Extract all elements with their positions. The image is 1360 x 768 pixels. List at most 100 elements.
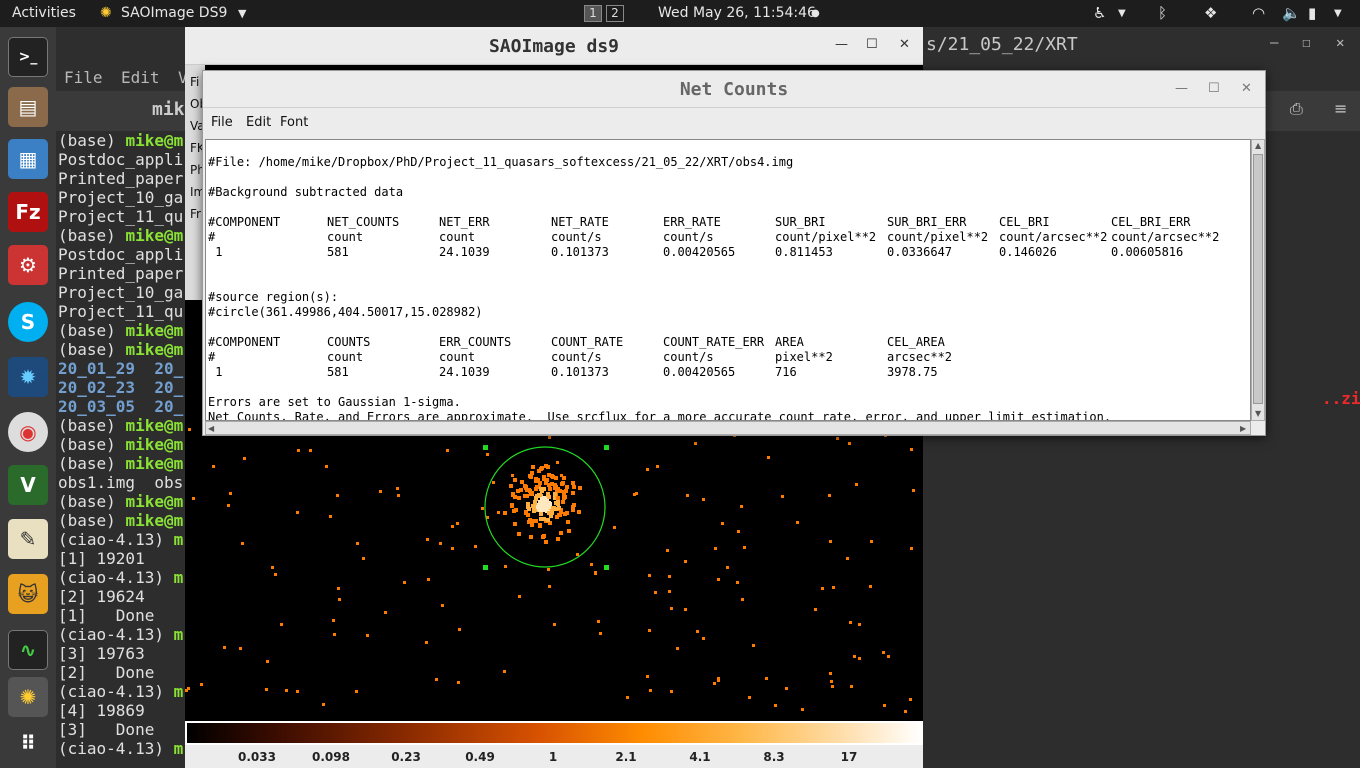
activities-button[interactable]: Activities xyxy=(12,5,76,21)
terminal-dir: 20_01_29 20_ xyxy=(58,359,184,378)
scroll-up-arrow-icon[interactable]: ▲ xyxy=(1255,141,1262,150)
cat-app-launcher-icon[interactable]: 😺 xyxy=(8,574,48,614)
system-monitor-launcher-icon[interactable]: ∿ xyxy=(8,630,48,670)
net-counts-horizontal-scrollbar[interactable]: ◀ ▶ xyxy=(205,421,1251,435)
net-counts-text-area[interactable]: #File: /home/mike/Dropbox/PhD/Project_11… xyxy=(205,139,1251,421)
table-cell: ERR_RATE xyxy=(663,215,721,229)
source-photon-event xyxy=(565,511,569,515)
photon-event xyxy=(740,505,743,508)
filezilla-launcher-icon[interactable]: Fz xyxy=(8,192,48,232)
workspace-1-button[interactable]: 1 xyxy=(584,5,602,22)
terminal-prompt: (base) xyxy=(58,435,126,454)
photon-event xyxy=(309,449,312,452)
region-handle-tl[interactable] xyxy=(483,445,488,450)
show-apps-grid-icon[interactable]: ⠿ xyxy=(20,731,36,755)
region-handle-br[interactable] xyxy=(604,565,609,570)
accessibility-chevron-icon[interactable]: ▼ xyxy=(1118,8,1126,19)
photon-event xyxy=(649,689,652,692)
terminal-prompt: (ciao-4.13) xyxy=(58,530,174,549)
source-photon-event xyxy=(551,475,555,479)
ds9-info-label-image: Im xyxy=(190,185,206,199)
terminal-menu-file[interactable]: File xyxy=(64,68,103,87)
background-line: #Background subtracted data xyxy=(208,185,404,199)
vertical-scroll-thumb[interactable] xyxy=(1253,154,1263,404)
ds9-active-launcher-icon[interactable]: ✺ xyxy=(8,677,48,717)
workspace-2-button[interactable]: 2 xyxy=(606,5,624,22)
photon-event xyxy=(384,611,387,614)
terminal-line: (base) mike@m xyxy=(58,454,186,473)
net-counts-window[interactable]: Net Counts — ☐ ✕ File Edit Font #File: /… xyxy=(202,70,1266,436)
terminal-dir: 20_02_23 20_ xyxy=(58,378,184,397)
source-photon-event xyxy=(524,494,528,498)
photon-event xyxy=(274,573,277,576)
source-photon-event xyxy=(547,511,551,515)
system-menu-chevron-icon[interactable]: ▼ xyxy=(1334,8,1342,19)
terminal-output[interactable]: (base) mike@m Postdoc_appli Printed_paper P… xyxy=(58,131,1348,768)
terminal-minimize-button[interactable]: — xyxy=(1270,35,1279,51)
skype-launcher-icon[interactable]: S xyxy=(8,302,48,342)
photon-event xyxy=(185,689,188,692)
ds9-launcher-icon[interactable]: ✹ xyxy=(8,357,48,397)
battery-icon[interactable]: ▮ xyxy=(1308,4,1317,22)
dropbox-icon[interactable]: ❖ xyxy=(1204,4,1218,22)
table-cell: 0.146026 xyxy=(999,245,1057,259)
net-counts-vertical-scrollbar[interactable]: ▲ ▼ xyxy=(1251,139,1265,421)
files-launcher-icon[interactable]: ▤ xyxy=(8,87,48,127)
terminal-menu-view[interactable]: V xyxy=(178,68,188,87)
ds9-minimize-button[interactable]: — xyxy=(835,37,848,52)
table-cell: # xyxy=(208,230,216,244)
accessibility-icon[interactable]: ♿ xyxy=(1093,4,1107,22)
terminal-maximize-button[interactable]: ☐ xyxy=(1302,35,1311,51)
net-counts-maximize-button[interactable]: ☐ xyxy=(1208,81,1220,96)
terminal-tab-icon[interactable]: ⎙ xyxy=(1290,99,1303,118)
terminal-menu-edit[interactable]: Edit xyxy=(121,68,160,87)
table-cell: 716 xyxy=(775,365,797,379)
region-handle-tr[interactable] xyxy=(604,445,609,450)
terminal-tab-title[interactable]: mik xyxy=(152,99,185,120)
photon-event xyxy=(518,595,521,598)
table-cell: 3978.75 xyxy=(887,365,938,379)
photon-event xyxy=(814,608,817,611)
table-cell: CEL_BRI xyxy=(999,215,1050,229)
settings-launcher-icon[interactable]: ⚙ xyxy=(8,245,48,285)
net-counts-minimize-button[interactable]: — xyxy=(1175,81,1188,96)
text-editor-launcher-icon[interactable]: ✎ xyxy=(8,519,48,559)
terminal-text: obs1.img obs xyxy=(58,473,184,492)
clock[interactable]: Wed May 26, 11:54:46 xyxy=(658,5,816,21)
scroll-right-arrow-icon[interactable]: ▶ xyxy=(1240,424,1247,433)
region-handle-bl[interactable] xyxy=(483,565,488,570)
table-cell: NET_COUNTS xyxy=(327,215,400,229)
volume-icon[interactable]: 🔈 xyxy=(1282,4,1301,22)
terminal-hamburger-menu-icon[interactable]: ≡ xyxy=(1334,99,1348,118)
scroll-down-arrow-icon[interactable]: ▼ xyxy=(1255,409,1262,418)
source-region-circle[interactable] xyxy=(484,446,606,568)
bluetooth-icon[interactable]: ᛒ xyxy=(1158,4,1168,22)
photon-event xyxy=(333,633,336,636)
terminal-line: (ciao-4.13) m xyxy=(58,625,186,644)
net-counts-titlebar[interactable]: Net Counts — ☐ ✕ xyxy=(203,71,1265,107)
vim-launcher-icon[interactable]: V xyxy=(8,465,48,505)
terminal-close-button[interactable]: ✕ xyxy=(1336,35,1345,51)
ds9-image-canvas[interactable] xyxy=(185,427,923,719)
terminal-line: [3] 19763 xyxy=(58,644,186,663)
ds9-colorbar[interactable] xyxy=(185,721,923,745)
wifi-icon[interactable]: ◠ xyxy=(1252,4,1266,22)
net-counts-close-button[interactable]: ✕ xyxy=(1241,81,1252,96)
ds9-titlebar[interactable]: SAOImage ds9 — ☐ ✕ xyxy=(185,27,923,65)
terminal-launcher-icon[interactable]: >_ xyxy=(8,37,48,77)
chrome-launcher-icon[interactable]: ◉ xyxy=(8,412,48,452)
photon-event xyxy=(322,703,325,706)
terminal-text: Postdoc_appli xyxy=(58,245,184,264)
photon-event xyxy=(696,630,699,633)
app-menu-chevron-down-icon[interactable]: ▼ xyxy=(238,7,247,20)
net-counts-menu-edit[interactable]: Edit xyxy=(246,115,272,130)
document-viewer-launcher-icon[interactable]: ▦ xyxy=(8,139,48,179)
net-counts-menu-font[interactable]: Font xyxy=(280,115,309,130)
net-counts-menu-file[interactable]: File xyxy=(211,115,233,130)
photon-event xyxy=(379,490,382,493)
scroll-left-arrow-icon[interactable]: ◀ xyxy=(208,424,215,433)
ds9-maximize-button[interactable]: ☐ xyxy=(866,37,878,52)
app-menu-button[interactable]: SAOImage DS9 xyxy=(121,5,228,21)
source-photon-event xyxy=(556,537,560,541)
ds9-close-button[interactable]: ✕ xyxy=(899,37,910,52)
